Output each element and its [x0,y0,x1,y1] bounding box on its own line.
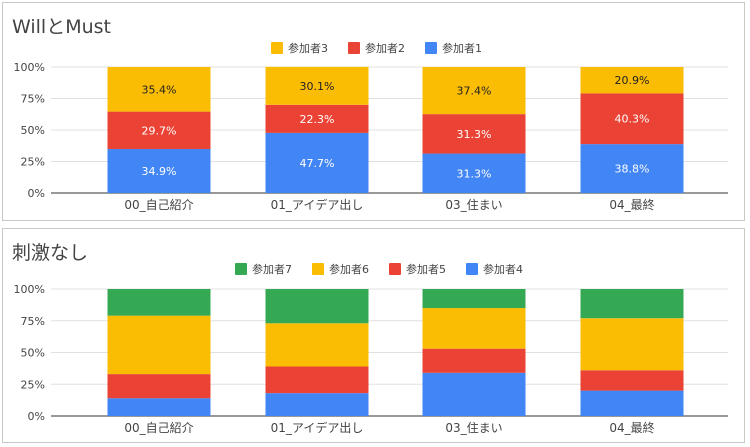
y-tick-label: 75% [21,315,45,328]
chart-title: 刺激なし [12,242,89,264]
bar-segment[interactable] [107,67,211,112]
bar-segment[interactable] [265,289,369,324]
data-label: 35.4% [142,83,177,96]
x-category-label: 01_アイデア出し [271,197,364,212]
chart-panel-no-stimulus: 刺激なし 0% 25% 50% 75% 100% 00_自己紹介 01_アイデア出し 03_住… [2,228,745,443]
legend-swatch [389,263,401,275]
bar-segment[interactable] [107,111,211,150]
legend-label[interactable]: 参加者2 [365,41,405,55]
bar-segment[interactable] [107,149,211,193]
x-category-label: 03_住まい [445,198,502,212]
data-label: 40.3% [615,113,650,126]
data-label: 22.3% [300,113,335,126]
data-label: 31.3% [457,167,492,180]
chart-panel-will-must: WillとMust 0% 25% 50% 75% 100% 34.9% 29.7% 35.4%… [2,2,745,221]
bar-segment[interactable] [422,67,526,115]
y-tick-label: 100% [14,283,45,296]
legend-swatch [348,42,360,54]
y-tick-label: 50% [21,124,45,137]
legend-label[interactable]: 参加者6 [329,262,369,276]
legend-swatch [312,263,324,275]
x-category-label: 04_最終 [609,197,654,212]
x-category-label: 01_アイデア出し [271,420,364,435]
bar-segment[interactable] [580,67,684,94]
bar-segment[interactable] [580,390,684,416]
bar-segment[interactable] [265,104,369,133]
bar-segment[interactable] [422,348,526,373]
chart-title: WillとMust [12,16,111,38]
bar-segment[interactable] [580,93,684,145]
data-label: 20.9% [615,74,650,87]
legend-label[interactable]: 参加者4 [483,262,523,276]
stacked-bar-chart: 0% 25% 50% 75% 100% 00_自己紹介 01_アイデア出し 03_住まい 04_… [14,262,728,435]
bar-segment[interactable] [580,318,684,371]
bar-segment[interactable] [580,144,684,193]
y-tick-label: 25% [21,378,45,391]
x-category-label: 03_住まい [445,421,502,435]
y-tick-label: 50% [21,347,45,360]
y-tick-label: 100% [14,61,45,74]
legend-swatch [235,263,247,275]
legend-swatch [466,263,478,275]
bar-segment[interactable] [265,132,369,193]
bar-segment[interactable] [580,370,684,391]
legend-swatch [425,42,437,54]
bar-segment[interactable] [422,372,526,416]
y-tick-label: 0% [28,187,45,200]
data-label: 34.9% [142,165,177,178]
bar-segment[interactable] [422,289,526,309]
x-category-label: 04_最終 [609,420,654,435]
y-tick-label: 25% [21,156,45,169]
bar-segment[interactable] [422,153,526,193]
y-tick-label: 75% [21,93,45,106]
data-label: 38.8% [615,163,650,176]
bar-segment[interactable] [422,114,526,154]
x-category-label: 00_自己紹介 [124,421,193,435]
legend-label[interactable]: 参加者1 [442,41,482,55]
bar-segment[interactable] [107,315,211,375]
bar-segment[interactable] [422,308,526,349]
bar-segment[interactable] [107,289,211,316]
legend-label[interactable]: 参加者7 [252,262,292,276]
legend-label[interactable]: 参加者5 [406,262,446,276]
data-label: 47.7% [300,157,335,170]
data-label: 31.3% [457,128,492,141]
bar-segment[interactable] [265,66,369,105]
y-tick-label: 0% [28,410,45,423]
bar-segment[interactable] [580,289,684,319]
bar-segment[interactable] [107,398,211,416]
bar-segment[interactable] [265,366,369,394]
legend-label[interactable]: 参加者3 [288,41,328,55]
bar-segment[interactable] [265,323,369,367]
data-label: 29.7% [142,124,177,137]
x-category-label: 00_自己紹介 [124,198,193,212]
bar-segment[interactable] [107,374,211,399]
data-label: 30.1% [300,80,335,93]
bar-segment[interactable] [265,393,369,416]
data-label: 37.4% [457,85,492,98]
legend-swatch [271,42,283,54]
stacked-bar-chart: 0% 25% 50% 75% 100% 34.9% 29.7% 35.4% 00_自己紹介 47.… [14,41,728,212]
